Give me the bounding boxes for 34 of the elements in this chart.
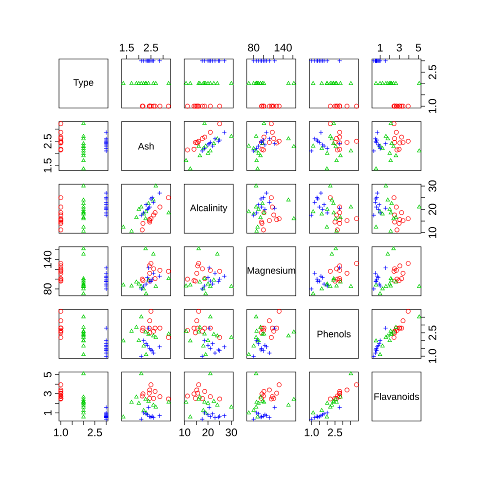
x-tick-label: 2.5 <box>88 428 102 436</box>
y-tick-label: 30 <box>428 180 436 192</box>
x-tick-label: 30 <box>226 428 237 436</box>
y-tick-label: 20 <box>428 204 436 215</box>
x-tick-label: 140 <box>274 44 292 52</box>
x-tick-label: 10 <box>179 428 190 436</box>
y-tick-label: 2.5 <box>428 65 436 80</box>
x-tick-label: 1.0 <box>54 428 68 436</box>
text: Type <box>73 79 94 88</box>
text: Ash <box>138 142 154 150</box>
y-tick-label: 10 <box>428 227 436 238</box>
x-tick-label: 2.5 <box>328 428 342 436</box>
x-tick-label: 1.0 <box>304 428 319 436</box>
x-tick-label: 2.5 <box>144 44 158 52</box>
y-tick-label: 1.5 <box>44 158 52 172</box>
x-tick-label: 5 <box>416 44 422 52</box>
y-tick-label: 1.0 <box>428 99 436 113</box>
y-tick-label: 5 <box>44 372 52 378</box>
x-tick-label: 1 <box>378 44 383 52</box>
y-tick-label: 1.0 <box>428 349 436 364</box>
x-tick-label: 1.5 <box>120 44 134 52</box>
y-tick-label: 3 <box>44 391 52 396</box>
y-tick-label: 140 <box>44 250 52 268</box>
x-tick-label: 20 <box>202 428 214 436</box>
x-tick-label: 3 <box>396 44 402 52</box>
y-tick-label: 2.5 <box>44 134 52 148</box>
y-tick-label: 2.5 <box>428 326 436 340</box>
x-tick-label: 80 <box>248 44 260 52</box>
text: Flavanoids <box>374 393 420 400</box>
text: Alcalinity <box>190 204 228 214</box>
y-tick-label: 1 <box>44 410 52 416</box>
y-tick-label: 80 <box>44 283 52 295</box>
text: Magnesium <box>248 266 296 276</box>
text: Phenols <box>318 330 351 338</box>
